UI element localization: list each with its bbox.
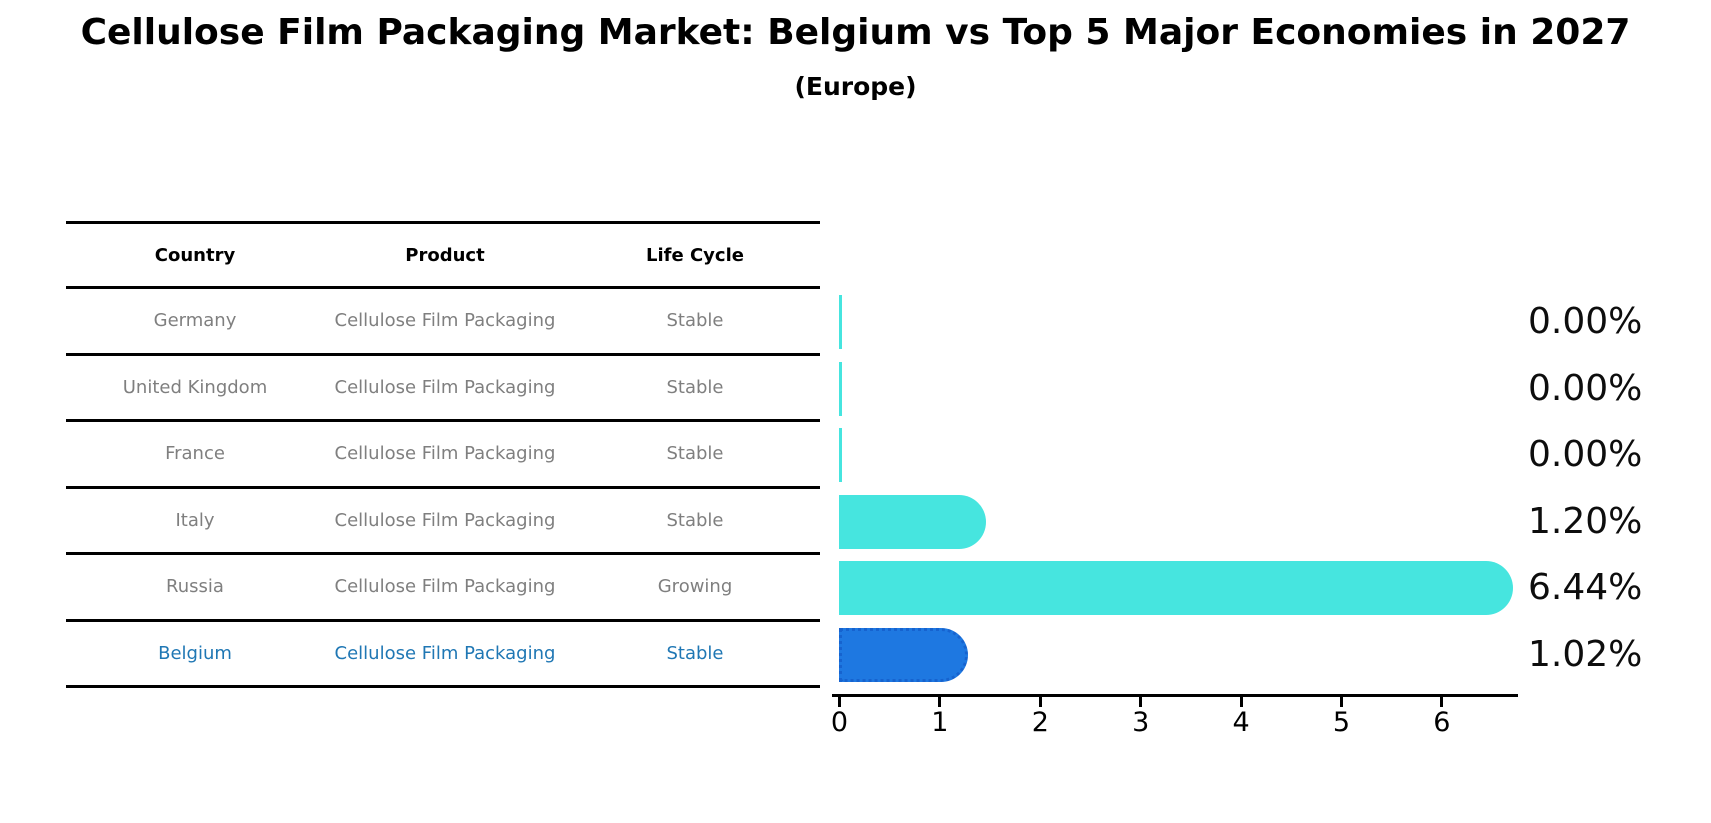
cell-product: Cellulose Film Packaging	[334, 576, 556, 598]
cell-life-cycle: Stable	[666, 376, 724, 398]
bar-value-label-russia: 6.44%	[1528, 567, 1643, 608]
x-axis-tick-4	[1239, 696, 1243, 707]
x-axis-tick-1	[938, 696, 942, 707]
x-axis-tick-label-2: 2	[1031, 707, 1049, 738]
bar-value-label-italy: 1.20%	[1528, 500, 1643, 542]
table-row-france: France Cellulose Film Packaging Stable	[66, 422, 820, 489]
cell-product: Cellulose Film Packaging	[334, 642, 556, 664]
bar-italy	[839, 494, 987, 549]
cell-product: Cellulose Film Packaging	[334, 509, 556, 531]
x-axis-tick-5	[1340, 696, 1343, 707]
table-row-united-kingdom: United Kingdom Cellulose Film Packaging …	[66, 356, 820, 422]
cell-country: United Kingdom	[122, 376, 268, 398]
cell-life-cycle: Stable	[666, 443, 724, 465]
header-product: Product	[405, 244, 485, 266]
cell-life-cycle: Stable	[666, 509, 724, 531]
x-axis-tick-label-1: 1	[931, 707, 949, 738]
x-axis-tick-0	[838, 696, 841, 707]
bar-belgium	[839, 627, 969, 682]
table-row-italy: Italy Cellulose Film Packaging Stable	[66, 489, 820, 555]
country-table: Country Product Life Cycle Germany Cellu…	[66, 221, 820, 688]
cell-product: Cellulose Film Packaging	[334, 310, 556, 332]
cell-life-cycle: Stable	[666, 642, 724, 664]
table-row-belgium: Belgium Cellulose Film Packaging Stable	[66, 622, 820, 688]
bar-united-kingdom	[839, 361, 842, 416]
table-row-germany: Germany Cellulose Film Packaging Stable	[66, 289, 820, 356]
cell-country: Germany	[153, 310, 237, 332]
cell-product: Cellulose Film Packaging	[334, 443, 556, 465]
x-axis-tick-label-0: 0	[830, 707, 849, 738]
bar-value-label-united-kingdom: 0.00%	[1528, 367, 1643, 409]
bar-value-label-france: 0.00%	[1528, 434, 1643, 475]
cell-product: Cellulose Film Packaging	[334, 376, 556, 398]
cell-life-cycle: Growing	[657, 576, 733, 598]
bar-france	[839, 428, 842, 482]
x-axis-tick-label-5: 5	[1332, 707, 1351, 738]
header-life-cycle: Life Cycle	[646, 244, 744, 266]
x-axis-tick-6	[1440, 696, 1444, 707]
x-axis-tick-label-3: 3	[1132, 707, 1150, 738]
header-country: Country	[154, 244, 236, 266]
table-header-row: Country Product Life Cycle	[66, 221, 820, 289]
cell-country: Belgium	[158, 642, 232, 664]
table-row-russia: Russia Cellulose Film Packaging Growing	[66, 555, 820, 622]
bar-value-label-germany: 0.00%	[1528, 301, 1643, 342]
bar-value-label-belgium: 1.02%	[1528, 633, 1643, 675]
x-axis-tick-label-6: 6	[1433, 707, 1451, 738]
x-axis-tick-2	[1038, 696, 1042, 707]
chart-title: Cellulose Film Packaging Market: Belgium…	[80, 12, 1631, 53]
cell-country: France	[165, 443, 225, 465]
x-axis-tick-3	[1139, 696, 1143, 707]
cell-life-cycle: Stable	[666, 310, 724, 332]
x-axis-tick-label-4: 4	[1232, 707, 1250, 738]
cell-country: Italy	[175, 509, 215, 531]
cell-country: Russia	[166, 576, 224, 598]
x-axis-line	[832, 694, 1518, 697]
bar-germany	[839, 295, 842, 349]
chart-subtitle: (Europe)	[794, 72, 917, 101]
bar-russia	[839, 561, 1513, 615]
